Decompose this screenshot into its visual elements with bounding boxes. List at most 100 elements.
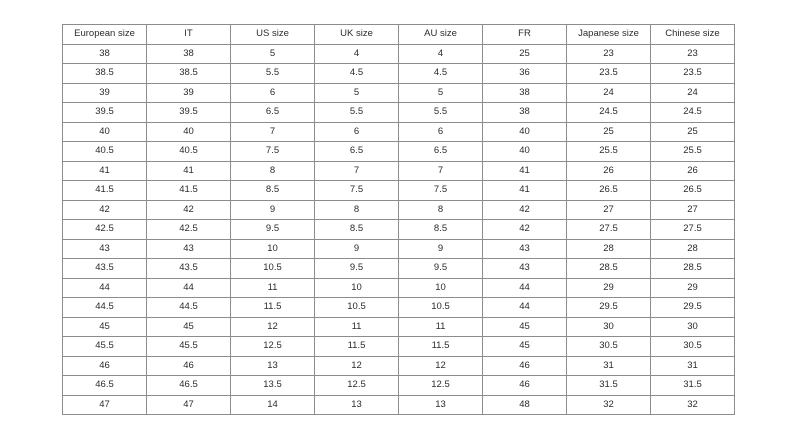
table-cell: 7 <box>398 160 483 181</box>
table-cell: 5 <box>398 82 483 103</box>
table-cell: 26 <box>650 160 735 181</box>
table-cell: 25.5 <box>566 141 651 162</box>
table-cell: 9.5 <box>230 219 315 240</box>
table-cell: 30 <box>650 316 735 337</box>
table-cell: 29 <box>566 277 651 298</box>
table-cell: 39.5 <box>62 102 147 123</box>
table-cell: 41 <box>482 180 567 201</box>
table-cell: 39 <box>146 82 231 103</box>
table-header-row: European size IT US size UK size AU size FR Ja… <box>62 24 735 45</box>
table-cell: 43 <box>482 258 567 279</box>
table-cell: 6.5 <box>230 102 315 123</box>
table-cell: 10.5 <box>398 297 483 318</box>
table-cell: 38 <box>482 102 567 123</box>
table-cell: 46 <box>482 355 567 376</box>
table-cell: 45.5 <box>146 336 231 357</box>
table-cell: 41 <box>62 160 147 181</box>
column-header: FR <box>482 24 567 45</box>
table-cell: 24 <box>566 82 651 103</box>
table-cell: 31 <box>650 355 735 376</box>
column-header: Japanese size <box>566 24 651 45</box>
table-cell: 47 <box>146 394 231 415</box>
shoe-size-conversion-table: European size IT US size UK size AU size FR Ja… <box>62 24 735 415</box>
table-cell: 25 <box>566 121 651 142</box>
table-cell: 4 <box>314 43 399 64</box>
table-cell: 27 <box>566 199 651 220</box>
table-cell: 7 <box>314 160 399 181</box>
table-cell: 28 <box>650 238 735 259</box>
table-cell: 38.5 <box>62 63 147 84</box>
table-cell: 38 <box>62 43 147 64</box>
table-cell: 30.5 <box>566 336 651 357</box>
table-cell: 24 <box>650 82 735 103</box>
table-cell: 11 <box>314 316 399 337</box>
table-cell: 31 <box>566 355 651 376</box>
table-cell: 38 <box>146 43 231 64</box>
table-cell: 5.5 <box>398 102 483 123</box>
table-cell: 39 <box>62 82 147 103</box>
table-cell: 10.5 <box>230 258 315 279</box>
table-cell: 42 <box>62 199 147 220</box>
table-cell: 8 <box>314 199 399 220</box>
table-cell: 12 <box>230 316 315 337</box>
table-cell: 44 <box>62 277 147 298</box>
table-cell: 43 <box>482 238 567 259</box>
table-cell: 25 <box>482 43 567 64</box>
table-cell: 4.5 <box>398 63 483 84</box>
table-body: 38 38 5 4 4 25 23 23 38.5 38.5 5.5 4.5 4.5 36 23.5 23.5… <box>62 43 735 415</box>
table-cell: 7.5 <box>230 141 315 162</box>
table-cell: 41 <box>482 160 567 181</box>
table-cell: 10.5 <box>314 297 399 318</box>
column-header: IT <box>146 24 231 45</box>
table-header: European size IT US size UK size AU size FR Ja… <box>62 24 735 45</box>
table-cell: 29.5 <box>566 297 651 318</box>
table-row: 42 42 9 8 8 42 27 27 <box>62 199 735 220</box>
table-cell: 5.5 <box>230 63 315 84</box>
table-cell: 6 <box>230 82 315 103</box>
table-cell: 46.5 <box>62 375 147 396</box>
table-cell: 7 <box>230 121 315 142</box>
table-cell: 42 <box>482 219 567 240</box>
table-row: 47 47 14 13 13 48 32 32 <box>62 394 735 415</box>
table-cell: 26.5 <box>650 180 735 201</box>
table-cell: 13.5 <box>230 375 315 396</box>
table-cell: 31.5 <box>566 375 651 396</box>
table-row: 44 44 11 10 10 44 29 29 <box>62 277 735 298</box>
table-row: 41.5 41.5 8.5 7.5 7.5 41 26.5 26.5 <box>62 180 735 201</box>
table-cell: 4.5 <box>314 63 399 84</box>
table-cell: 42 <box>482 199 567 220</box>
table-cell: 12 <box>314 355 399 376</box>
table-row: 45.5 45.5 12.5 11.5 11.5 45 30.5 30.5 <box>62 336 735 357</box>
table-row: 40 40 7 6 6 40 25 25 <box>62 121 735 142</box>
table-cell: 43.5 <box>62 258 147 279</box>
table-cell: 46.5 <box>146 375 231 396</box>
table-cell: 44 <box>482 297 567 318</box>
table-cell: 8.5 <box>230 180 315 201</box>
table-cell: 32 <box>566 394 651 415</box>
table-cell: 27.5 <box>566 219 651 240</box>
table-row: 38.5 38.5 5.5 4.5 4.5 36 23.5 23.5 <box>62 63 735 84</box>
table-cell: 26.5 <box>566 180 651 201</box>
table-cell: 4 <box>398 43 483 64</box>
table-cell: 11.5 <box>314 336 399 357</box>
table-cell: 40 <box>62 121 147 142</box>
table-row: 41 41 8 7 7 41 26 26 <box>62 160 735 181</box>
table-cell: 8 <box>398 199 483 220</box>
table-cell: 40 <box>482 121 567 142</box>
table-cell: 46 <box>482 375 567 396</box>
table-cell: 9 <box>314 238 399 259</box>
table-row: 46 46 13 12 12 46 31 31 <box>62 355 735 376</box>
table-cell: 31.5 <box>650 375 735 396</box>
table-row: 43.5 43.5 10.5 9.5 9.5 43 28.5 28.5 <box>62 258 735 279</box>
table-row: 39 39 6 5 5 38 24 24 <box>62 82 735 103</box>
table-cell: 6 <box>398 121 483 142</box>
table-row: 42.5 42.5 9.5 8.5 8.5 42 27.5 27.5 <box>62 219 735 240</box>
table-row: 40.5 40.5 7.5 6.5 6.5 40 25.5 25.5 <box>62 141 735 162</box>
column-header: European size <box>62 24 147 45</box>
table-cell: 48 <box>482 394 567 415</box>
table-cell: 6.5 <box>314 141 399 162</box>
table-cell: 13 <box>314 394 399 415</box>
table-cell: 46 <box>146 355 231 376</box>
table-cell: 43 <box>62 238 147 259</box>
